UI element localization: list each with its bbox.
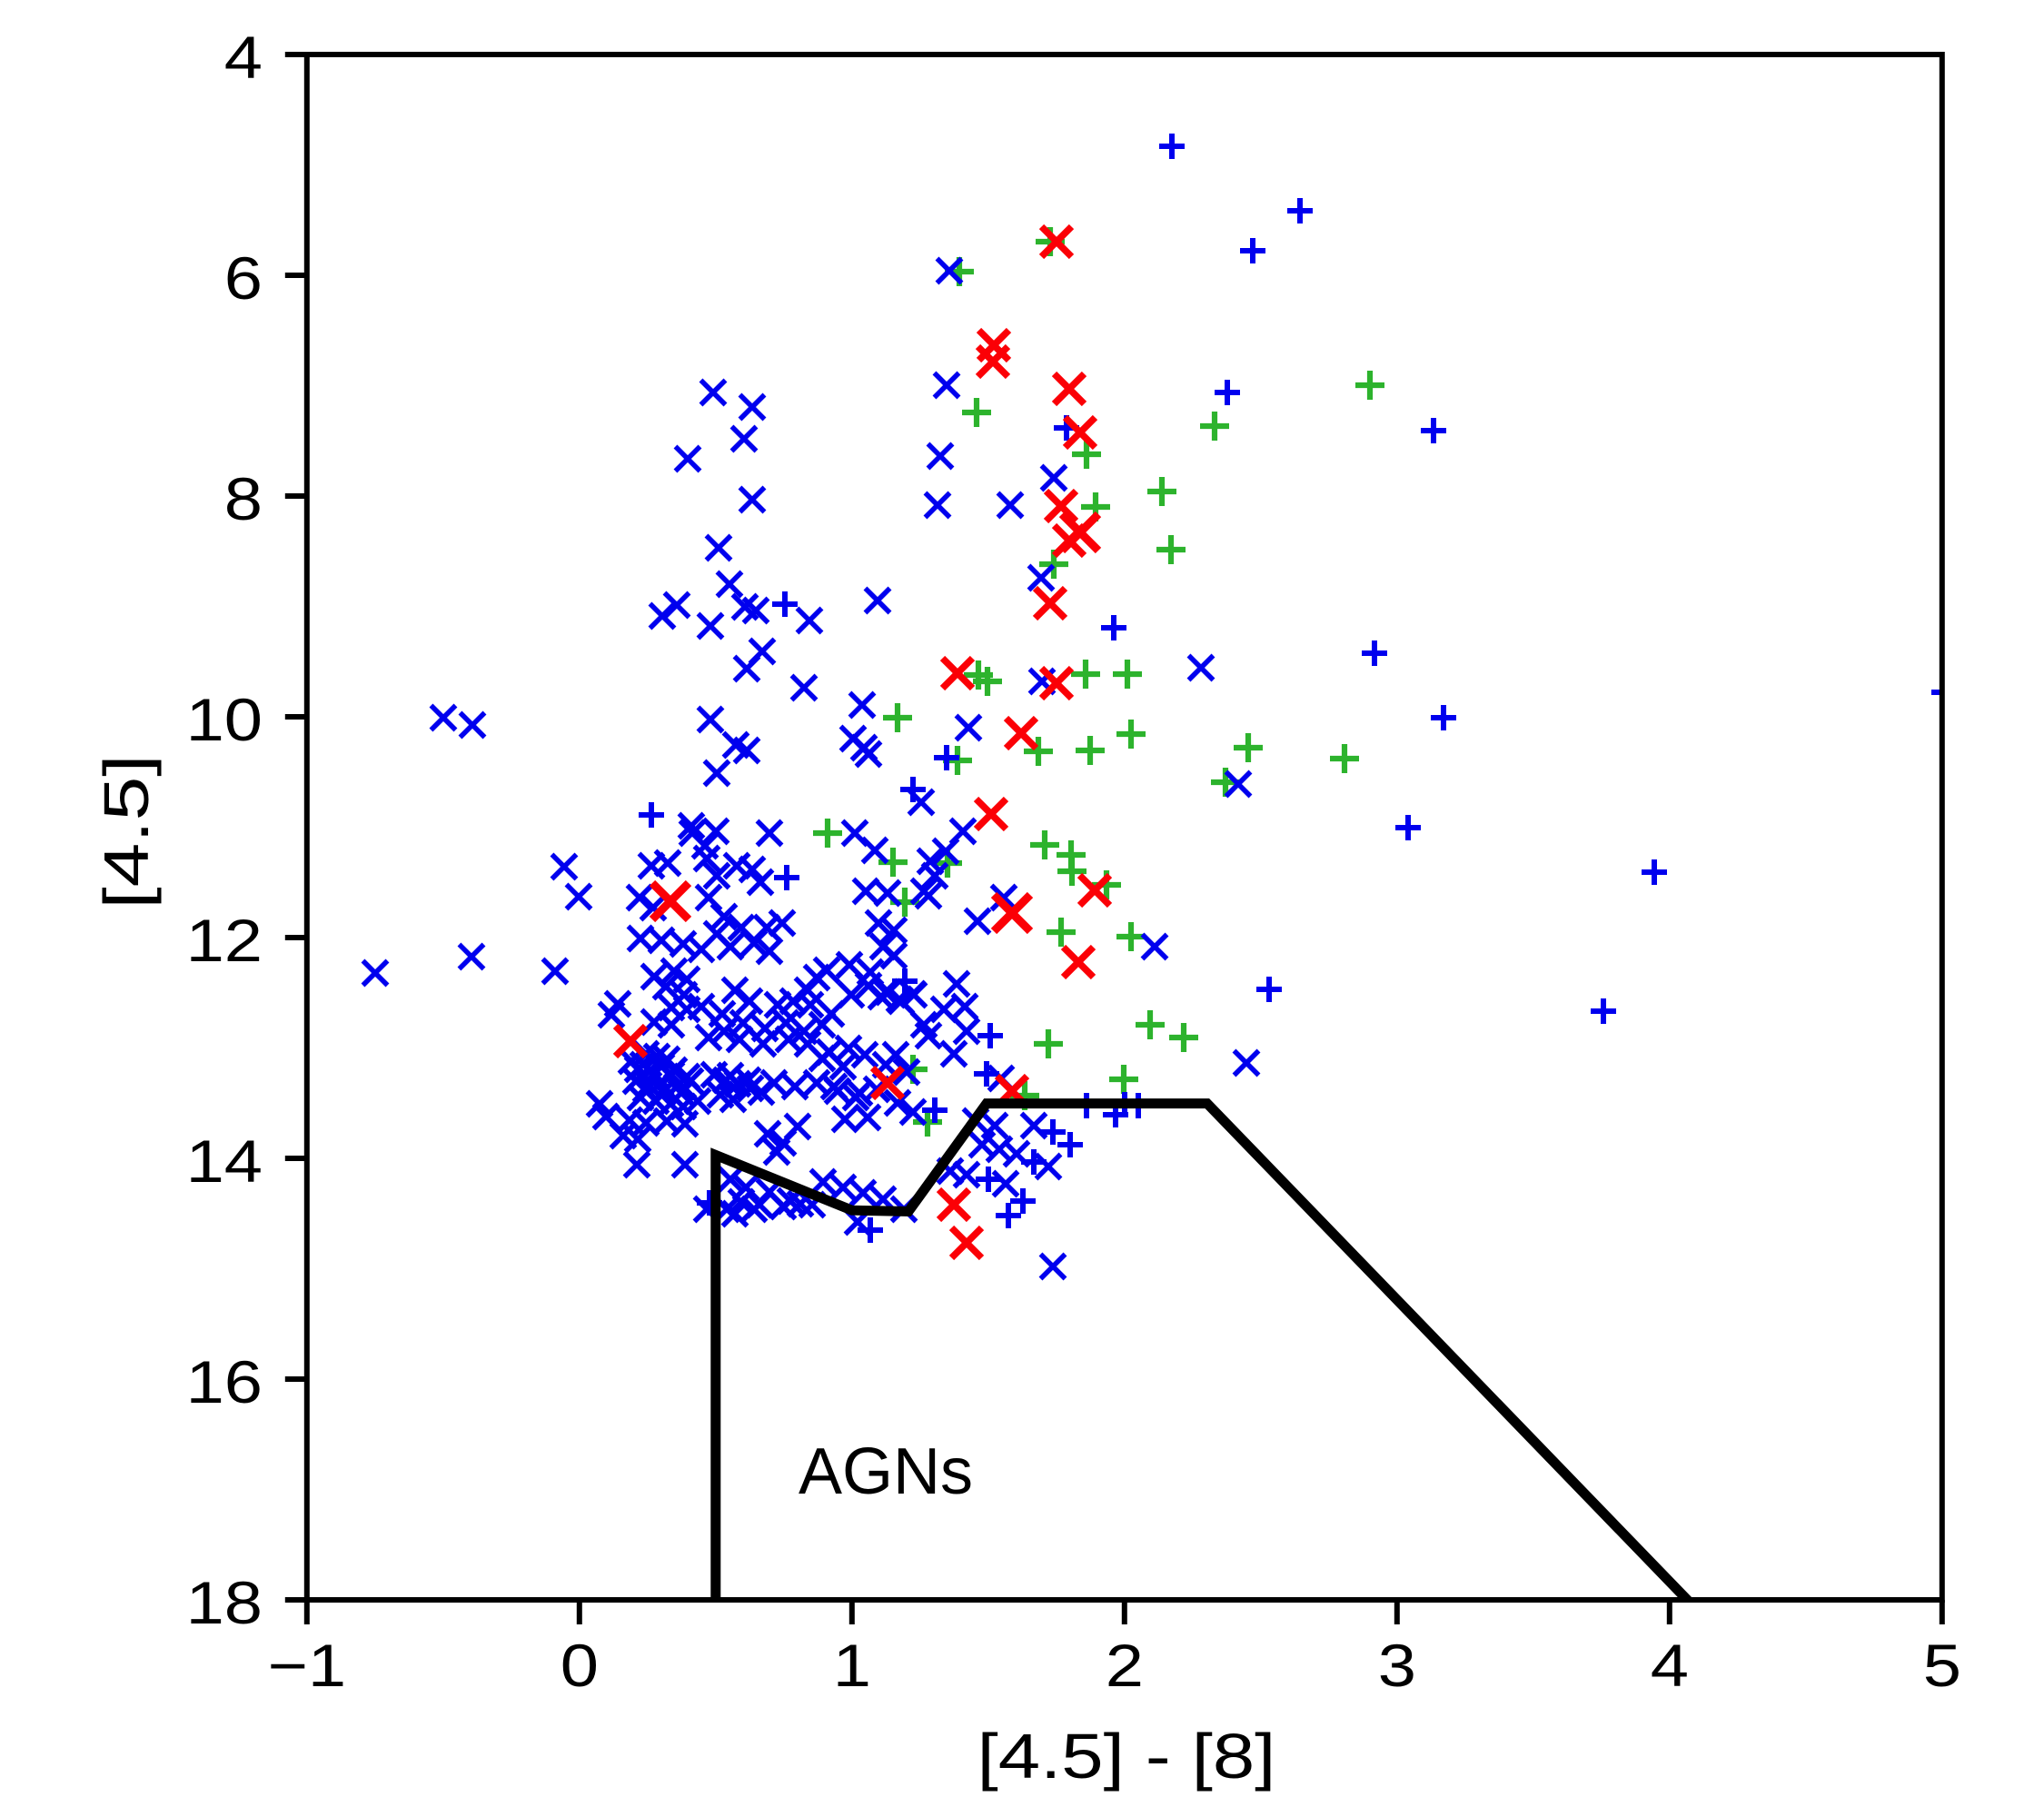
svg-text:1: 1 — [833, 1633, 871, 1700]
svg-text:4: 4 — [224, 25, 263, 92]
svg-text:[4.5] - [8]: [4.5] - [8] — [977, 1721, 1276, 1792]
svg-text:10: 10 — [186, 688, 263, 754]
svg-text:AGNs: AGNs — [799, 1435, 973, 1508]
svg-text:6: 6 — [224, 246, 263, 313]
svg-text:18: 18 — [186, 1571, 263, 1637]
svg-text:3: 3 — [1378, 1633, 1416, 1700]
svg-text:12: 12 — [186, 908, 263, 975]
svg-text:4: 4 — [1651, 1633, 1689, 1700]
svg-text:−1: −1 — [268, 1633, 347, 1700]
svg-text:14: 14 — [186, 1129, 263, 1196]
svg-text:2: 2 — [1106, 1633, 1144, 1700]
svg-text:8: 8 — [224, 467, 263, 533]
svg-text:16: 16 — [186, 1350, 263, 1416]
svg-text:5: 5 — [1923, 1633, 1961, 1700]
svg-text:0: 0 — [561, 1633, 599, 1700]
svg-text:[4.5]: [4.5] — [90, 754, 162, 908]
